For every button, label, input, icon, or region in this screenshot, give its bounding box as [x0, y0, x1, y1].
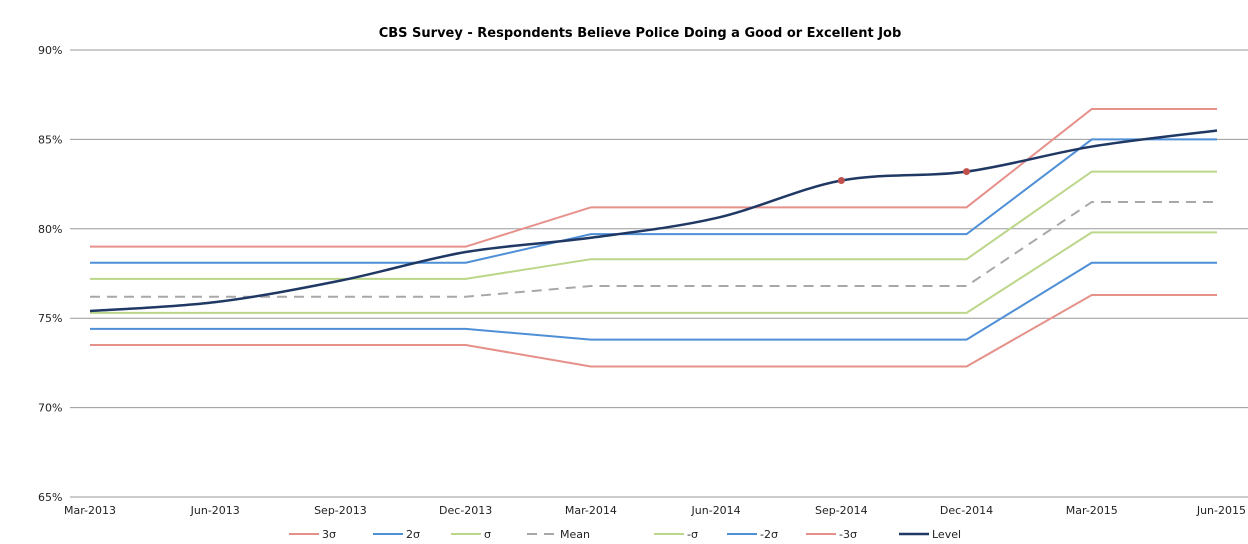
y-tick-label: 85% [38, 133, 62, 146]
legend: 3σ 2σ σ Mean -σ -2σ -3σ Level [289, 528, 961, 541]
x-tick-label: Jun-2014 [691, 504, 741, 517]
legend-label--3σ: -3σ [839, 528, 857, 541]
x-tick-label: Jun-2015 [1196, 504, 1246, 517]
series-line-σ [90, 170, 1217, 280]
x-tick-label: Jun-2013 [190, 504, 240, 517]
x-tick-label: Dec-2014 [940, 504, 993, 517]
x-tick-label: Mar-2014 [565, 504, 617, 517]
legend-label--σ: -σ [687, 528, 698, 541]
y-axis-ticks: 65% 70% 75% 80% 85% 90% [38, 44, 62, 504]
x-axis-ticks: Mar-2013 Jun-2013 Sep-2013 Dec-2013 Mar-2014… [64, 504, 1246, 517]
series-line-3σ [90, 108, 1217, 248]
series-line--3σ [90, 293, 1217, 368]
level-markers [837, 168, 971, 185]
y-tick-label: 75% [38, 312, 62, 325]
x-tick-label: Mar-2013 [64, 504, 116, 517]
legend-label-2σ: 2σ [406, 528, 420, 541]
legend-label-Level: Level [932, 528, 961, 541]
x-tick-label: Dec-2013 [439, 504, 492, 517]
chart-title: CBS Survey - Respondents Believe Police … [379, 26, 902, 41]
y-tick-label: 90% [38, 44, 62, 57]
y-tick-label: 65% [38, 491, 62, 504]
level-marker-point [963, 168, 971, 176]
y-tick-label: 80% [38, 223, 62, 236]
series-lines [89, 108, 1218, 368]
series-line-2σ [90, 138, 1217, 264]
x-tick-label: Mar-2015 [1066, 504, 1118, 517]
series-line-Level [89, 129, 1218, 313]
gridlines [70, 49, 1248, 498]
legend-label--2σ: -2σ [760, 528, 778, 541]
x-tick-label: Sep-2014 [815, 504, 868, 517]
level-marker-point [837, 177, 845, 185]
x-tick-label: Sep-2013 [314, 504, 367, 517]
series-line-Mean [90, 200, 1217, 298]
legend-label-3σ: 3σ [322, 528, 336, 541]
y-tick-label: 70% [38, 402, 62, 415]
legend-label-Mean: Mean [560, 528, 590, 541]
legend-label-σ: σ [484, 528, 491, 541]
series-line--σ [90, 231, 1217, 314]
series-line--2σ [90, 261, 1217, 341]
